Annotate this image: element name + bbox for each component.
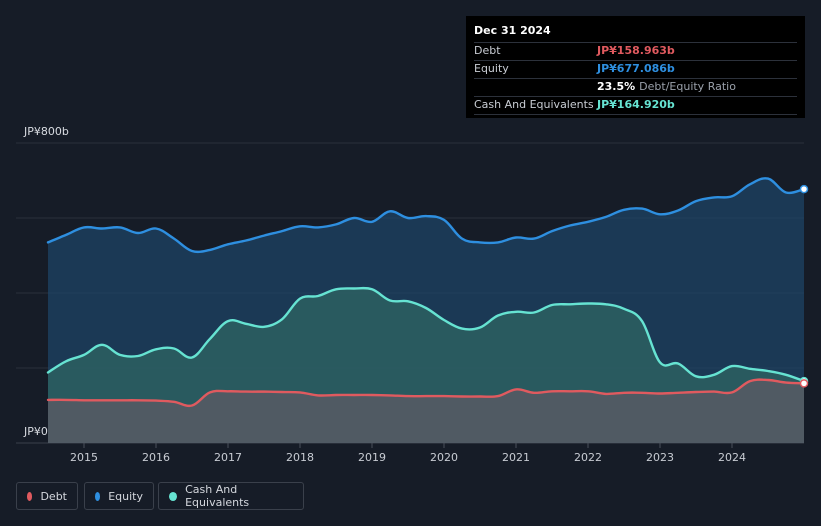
tooltip-value: JP¥164.920b (597, 98, 675, 111)
legend-label: Debt (40, 489, 67, 503)
legend-dot (27, 491, 33, 501)
tooltip-label: Equity (474, 62, 509, 75)
tooltip-value: 23.5% (597, 80, 636, 93)
cash-and-equivalents-line (46, 286, 806, 383)
x-tick-label: 2018 (286, 451, 314, 464)
x-axis-ticks: 2015 2016 2017 2018 2019 2020 2021 2022 2023 2024 (70, 443, 746, 464)
legend-dot (169, 491, 178, 501)
legend-item-debt[interactable]: Debt (16, 482, 78, 510)
x-tick-label: 2021 (502, 451, 530, 464)
series-lines (46, 177, 806, 408)
tooltip-row-debt: Debt JP¥158.963b (474, 42, 797, 60)
tooltip-row-ratio: 23.5% Debt/Equity Ratio (474, 78, 797, 96)
tooltip-panel: Dec 31 2024 Debt JP¥158.963b Equity JP¥6… (466, 16, 805, 118)
y-axis-bottom-label: JP¥0 (23, 425, 48, 438)
equity-line (46, 177, 806, 254)
tooltip-date: Dec 31 2024 (474, 24, 551, 37)
legend-dot (95, 491, 101, 501)
debt-area (48, 379, 804, 443)
legend-label: Cash And Equivalents (185, 483, 250, 509)
series-end-markers (799, 184, 809, 388)
debt-end-marker (799, 379, 809, 388)
tooltip-label (474, 79, 597, 96)
tooltip-value: JP¥158.963b (597, 44, 675, 57)
x-tick-label: 2019 (358, 451, 386, 464)
x-tick-label: 2024 (718, 451, 746, 464)
x-tick-label: 2022 (574, 451, 602, 464)
tooltip-note: Debt/Equity Ratio (639, 80, 736, 93)
tooltip-row-equity: Equity JP¥677.086b (474, 60, 797, 78)
x-tick-label: 2020 (430, 451, 458, 464)
debt-line (46, 378, 806, 408)
legend-item-cash[interactable]: Cash And Equivalents (158, 482, 304, 510)
x-tick-label: 2023 (646, 451, 674, 464)
x-tick-label: 2017 (214, 451, 242, 464)
tooltip-label: Cash And Equivalents (474, 98, 594, 111)
legend-item-equity[interactable]: Equity (84, 482, 154, 510)
tooltip-value: JP¥677.086b (597, 62, 675, 75)
x-tick-label: 2015 (70, 451, 98, 464)
tooltip-row-cash: Cash And Equivalents JP¥164.920b (474, 96, 797, 115)
series-areas (48, 178, 804, 444)
legend-label: Equity (108, 489, 143, 503)
x-tick-label: 2016 (142, 451, 170, 464)
y-axis-top-label: JP¥800b (23, 125, 69, 138)
equity-end-marker (799, 184, 809, 194)
tooltip-label: Debt (474, 44, 501, 57)
